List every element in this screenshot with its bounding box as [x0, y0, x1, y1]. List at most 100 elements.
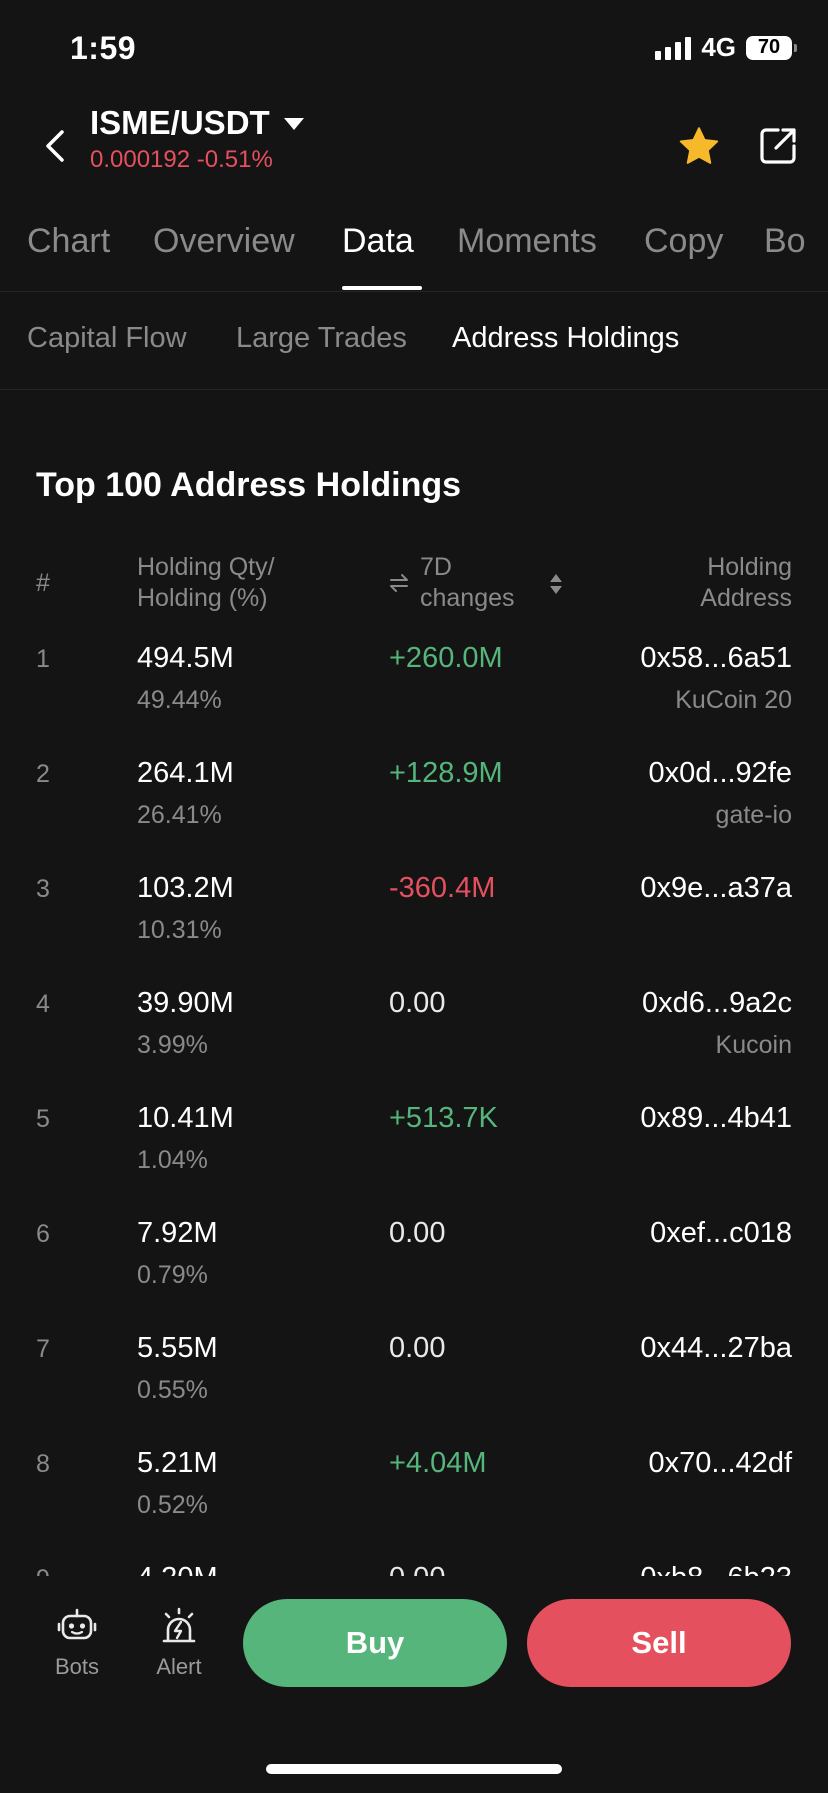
row-qty: 39.90M: [137, 987, 234, 1019]
tab-bots[interactable]: Bo: [764, 222, 806, 260]
sell-button[interactable]: Sell: [527, 1599, 791, 1687]
tab-overview[interactable]: Overview: [153, 222, 295, 260]
row-rank: 2: [36, 760, 50, 788]
row-qty: 10.41M: [137, 1102, 234, 1134]
pair-name: ISME/USDT: [90, 104, 270, 141]
row-address[interactable]: 0x70...42df: [648, 1447, 793, 1479]
column-header-holding-address: Holding Address: [700, 552, 792, 614]
row-label: gate-io: [715, 801, 792, 829]
share-icon[interactable]: [756, 124, 800, 168]
subtab-capital-flow[interactable]: Capital Flow: [27, 322, 187, 354]
row-address[interactable]: 0x0d...92fe: [648, 757, 793, 789]
column-header-7d-changes: 7D changes: [420, 552, 515, 614]
row-pct: 49.44%: [137, 686, 222, 714]
price-change: 0.000192 -0.51%: [90, 146, 273, 173]
network-type: 4G: [701, 32, 736, 62]
tab-copy[interactable]: Copy: [644, 222, 724, 260]
bots-button[interactable]: Bots: [42, 1606, 112, 1680]
buy-button[interactable]: Buy: [243, 1599, 507, 1687]
column-header-rank: #: [36, 569, 50, 597]
row-qty: 5.21M: [137, 1447, 218, 1479]
table-row[interactable]: 5 10.41M 1.04% +513.7K 0x89...4b41: [0, 1090, 828, 1205]
row-address[interactable]: 0x9e...a37a: [640, 872, 792, 904]
alert-button[interactable]: Alert: [144, 1606, 214, 1680]
row-rank: 4: [36, 990, 50, 1018]
row-qty: 4.20M: [137, 1562, 218, 1576]
row-pct: 26.41%: [137, 801, 222, 829]
row-address[interactable]: 0x44...27ba: [640, 1332, 792, 1364]
row-change: +4.04M: [389, 1447, 487, 1479]
row-pct: 1.04%: [137, 1146, 208, 1174]
row-rank: 5: [36, 1105, 50, 1133]
row-pct: 3.99%: [137, 1031, 208, 1059]
row-change: 0.00: [389, 1562, 445, 1576]
divider: [0, 389, 828, 390]
table-row[interactable]: 4 39.90M 3.99% 0.00 0xd6...9a2c Kucoin: [0, 975, 828, 1090]
table-row[interactable]: 6 7.92M 0.79% 0.00 0xef...c018: [0, 1205, 828, 1320]
row-address[interactable]: 0x58...6a51: [640, 642, 792, 674]
sort-icon[interactable]: [548, 572, 564, 596]
row-change: +128.9M: [389, 757, 503, 789]
row-rank: 8: [36, 1450, 50, 1478]
row-label: Kucoin: [715, 1031, 792, 1059]
dropdown-caret-icon: [283, 118, 304, 130]
row-qty: 264.1M: [137, 757, 234, 789]
row-qty: 494.5M: [137, 642, 234, 674]
section-title: Top 100 Address Holdings: [36, 466, 462, 504]
battery-icon: 70: [746, 35, 797, 60]
row-pct: 0.55%: [137, 1376, 208, 1404]
row-pct: 0.52%: [137, 1491, 208, 1519]
row-change: +513.7K: [389, 1102, 498, 1134]
back-chevron-icon[interactable]: [36, 126, 76, 166]
table-row[interactable]: 2 264.1M 26.41% +128.9M 0x0d...92fe gate…: [0, 745, 828, 860]
row-qty: 103.2M: [137, 872, 234, 904]
subtab-large-trades[interactable]: Large Trades: [236, 322, 407, 354]
header-line: Holding Qty/: [137, 553, 275, 581]
header-line: changes: [420, 584, 515, 612]
row-address[interactable]: 0x89...4b41: [640, 1102, 792, 1134]
header-line: Holding (%): [137, 584, 268, 612]
alert-label: Alert: [156, 1654, 202, 1679]
main-tabs: Chart Overview Data Moments Copy Bo: [0, 218, 828, 290]
row-address[interactable]: 0xd6...9a2c: [642, 987, 792, 1019]
row-label: KuCoin 20: [675, 686, 792, 714]
table-row[interactable]: 8 5.21M 0.52% +4.04M 0x70...42df: [0, 1435, 828, 1550]
row-rank: 1: [36, 645, 50, 673]
table-row[interactable]: 7 5.55M 0.55% 0.00 0x44...27ba: [0, 1320, 828, 1435]
header-line: 7D: [420, 553, 452, 581]
row-address[interactable]: 0xef...c018: [650, 1217, 792, 1249]
row-rank: 6: [36, 1220, 50, 1248]
status-time: 1:59: [70, 30, 137, 66]
row-change: 0.00: [389, 987, 446, 1019]
row-qty: 7.92M: [137, 1217, 218, 1249]
tab-moments[interactable]: Moments: [457, 222, 597, 260]
table-row[interactable]: 9 4.20M 0.00 0xb8...6b23: [0, 1550, 828, 1576]
subtab-address-holdings[interactable]: Address Holdings: [452, 322, 680, 354]
tab-data[interactable]: Data: [342, 222, 414, 260]
status-indicators: 4G 70: [655, 32, 797, 63]
home-indicator[interactable]: [266, 1764, 562, 1774]
row-address[interactable]: 0xb8...6b23: [640, 1562, 792, 1576]
swap-icon[interactable]: [388, 572, 410, 594]
tab-chart[interactable]: Chart: [27, 222, 111, 260]
active-tab-indicator: [342, 286, 422, 290]
row-qty: 5.55M: [137, 1332, 218, 1364]
table-row[interactable]: 3 103.2M 10.31% -360.4M 0x9e...a37a: [0, 860, 828, 975]
bot-icon: [57, 1608, 97, 1640]
bots-label: Bots: [54, 1654, 100, 1679]
row-pct: 0.79%: [137, 1261, 208, 1289]
column-header-holding-qty: Holding Qty/ Holding (%): [137, 552, 275, 614]
row-change: +260.0M: [389, 642, 503, 674]
signal-icon: [655, 36, 692, 60]
header-line: Holding: [707, 553, 792, 581]
holdings-list: 1 494.5M 49.44% +260.0M 0x58...6a51 KuCo…: [0, 630, 828, 1576]
divider: [0, 291, 828, 292]
alert-icon: [162, 1607, 196, 1643]
row-rank: 9: [36, 1565, 50, 1576]
table-row[interactable]: 1 494.5M 49.44% +260.0M 0x58...6a51 KuCo…: [0, 630, 828, 745]
row-rank: 3: [36, 875, 50, 903]
row-change: 0.00: [389, 1332, 446, 1364]
pair-selector[interactable]: ISME/USDT: [90, 104, 304, 142]
row-pct: 10.31%: [137, 916, 222, 944]
star-icon[interactable]: [676, 124, 722, 170]
